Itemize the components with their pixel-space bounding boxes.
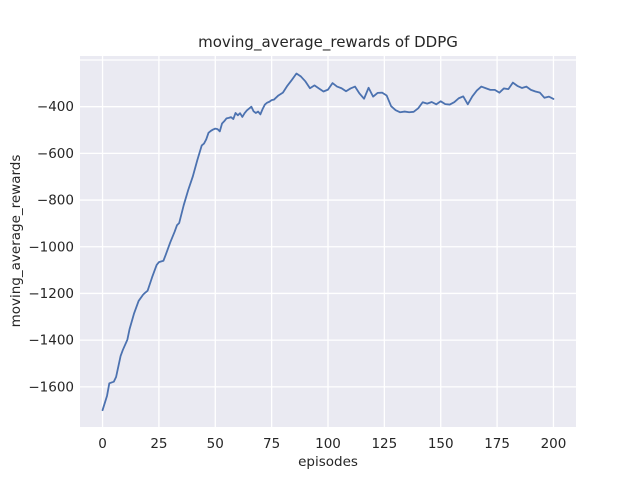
- y-tick-label: −800: [37, 193, 74, 209]
- chart-title: moving_average_rewards of DDPG: [198, 33, 458, 52]
- y-tick-label: −1200: [28, 286, 74, 302]
- x-tick-label: 175: [484, 436, 510, 452]
- x-tick-label: 100: [315, 436, 341, 452]
- y-tick-labels: −400 −600 −800 −1000 −1200 −1400 −1600: [28, 99, 74, 395]
- y-tick-label: −1400: [28, 333, 74, 349]
- y-axis-label: moving_average_rewards: [8, 155, 24, 328]
- x-tick-label: 0: [98, 436, 107, 452]
- x-tick-label: 25: [150, 436, 167, 452]
- y-tick-label: −1600: [28, 379, 74, 395]
- x-tick-labels: 0 25 50 75 100 125 150 175 200: [98, 436, 566, 452]
- series-lines: [101, 72, 555, 412]
- x-axis-label: episodes: [298, 454, 358, 470]
- x-tick-label: 75: [263, 436, 280, 452]
- x-tick-label: 200: [541, 436, 567, 452]
- y-tick-label: −600: [37, 146, 74, 162]
- gridlines: [80, 56, 576, 427]
- y-tick-label: −400: [37, 99, 74, 115]
- x-tick-label: 125: [371, 436, 397, 452]
- y-tick-label: −1000: [28, 239, 74, 255]
- x-tick-label: 50: [207, 436, 224, 452]
- x-tick-label: 150: [428, 436, 454, 452]
- ddpg-rewards-line: [101, 72, 555, 412]
